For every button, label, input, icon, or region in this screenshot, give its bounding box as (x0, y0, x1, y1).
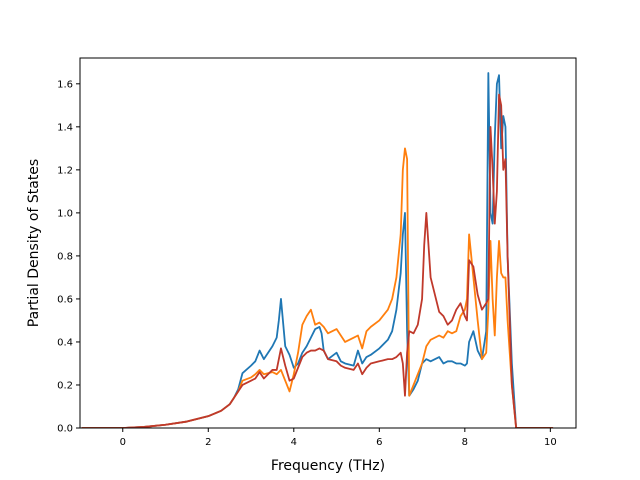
y-tick-label: 0.4 (57, 337, 73, 348)
series-line-3 (81, 93, 554, 428)
y-tick-label: 0.8 (57, 251, 73, 262)
x-tick-label: 8 (462, 437, 468, 448)
y-tick-label: 1.2 (57, 165, 73, 176)
y-tick-label: 1.6 (57, 79, 73, 90)
y-tick-label: 0.0 (57, 424, 73, 435)
x-tick-label: 6 (376, 437, 382, 448)
series-layer (81, 72, 554, 428)
y-tick-label: 1.0 (57, 208, 73, 219)
y-tick-label: 1.4 (57, 122, 73, 133)
x-tick-label: 10 (544, 437, 557, 448)
plot-frame (79, 57, 577, 429)
x-tick-label: 4 (291, 437, 297, 448)
y-axis-ticks: 0.0 0.2 0.4 0.6 0.8 1.0 1.2 1.4 1.6 (57, 79, 80, 435)
series-line-1 (81, 72, 554, 428)
x-tick-label: 0 (120, 437, 126, 448)
x-axis-label: Frequency (THz) (271, 458, 385, 474)
y-tick-label: 0.2 (57, 380, 73, 391)
x-tick-label: 2 (205, 437, 211, 448)
y-tick-label: 0.6 (57, 294, 73, 305)
x-axis-ticks: 0 2 4 6 8 10 (120, 428, 557, 448)
y-axis-label: Partial Density of States (26, 159, 42, 327)
